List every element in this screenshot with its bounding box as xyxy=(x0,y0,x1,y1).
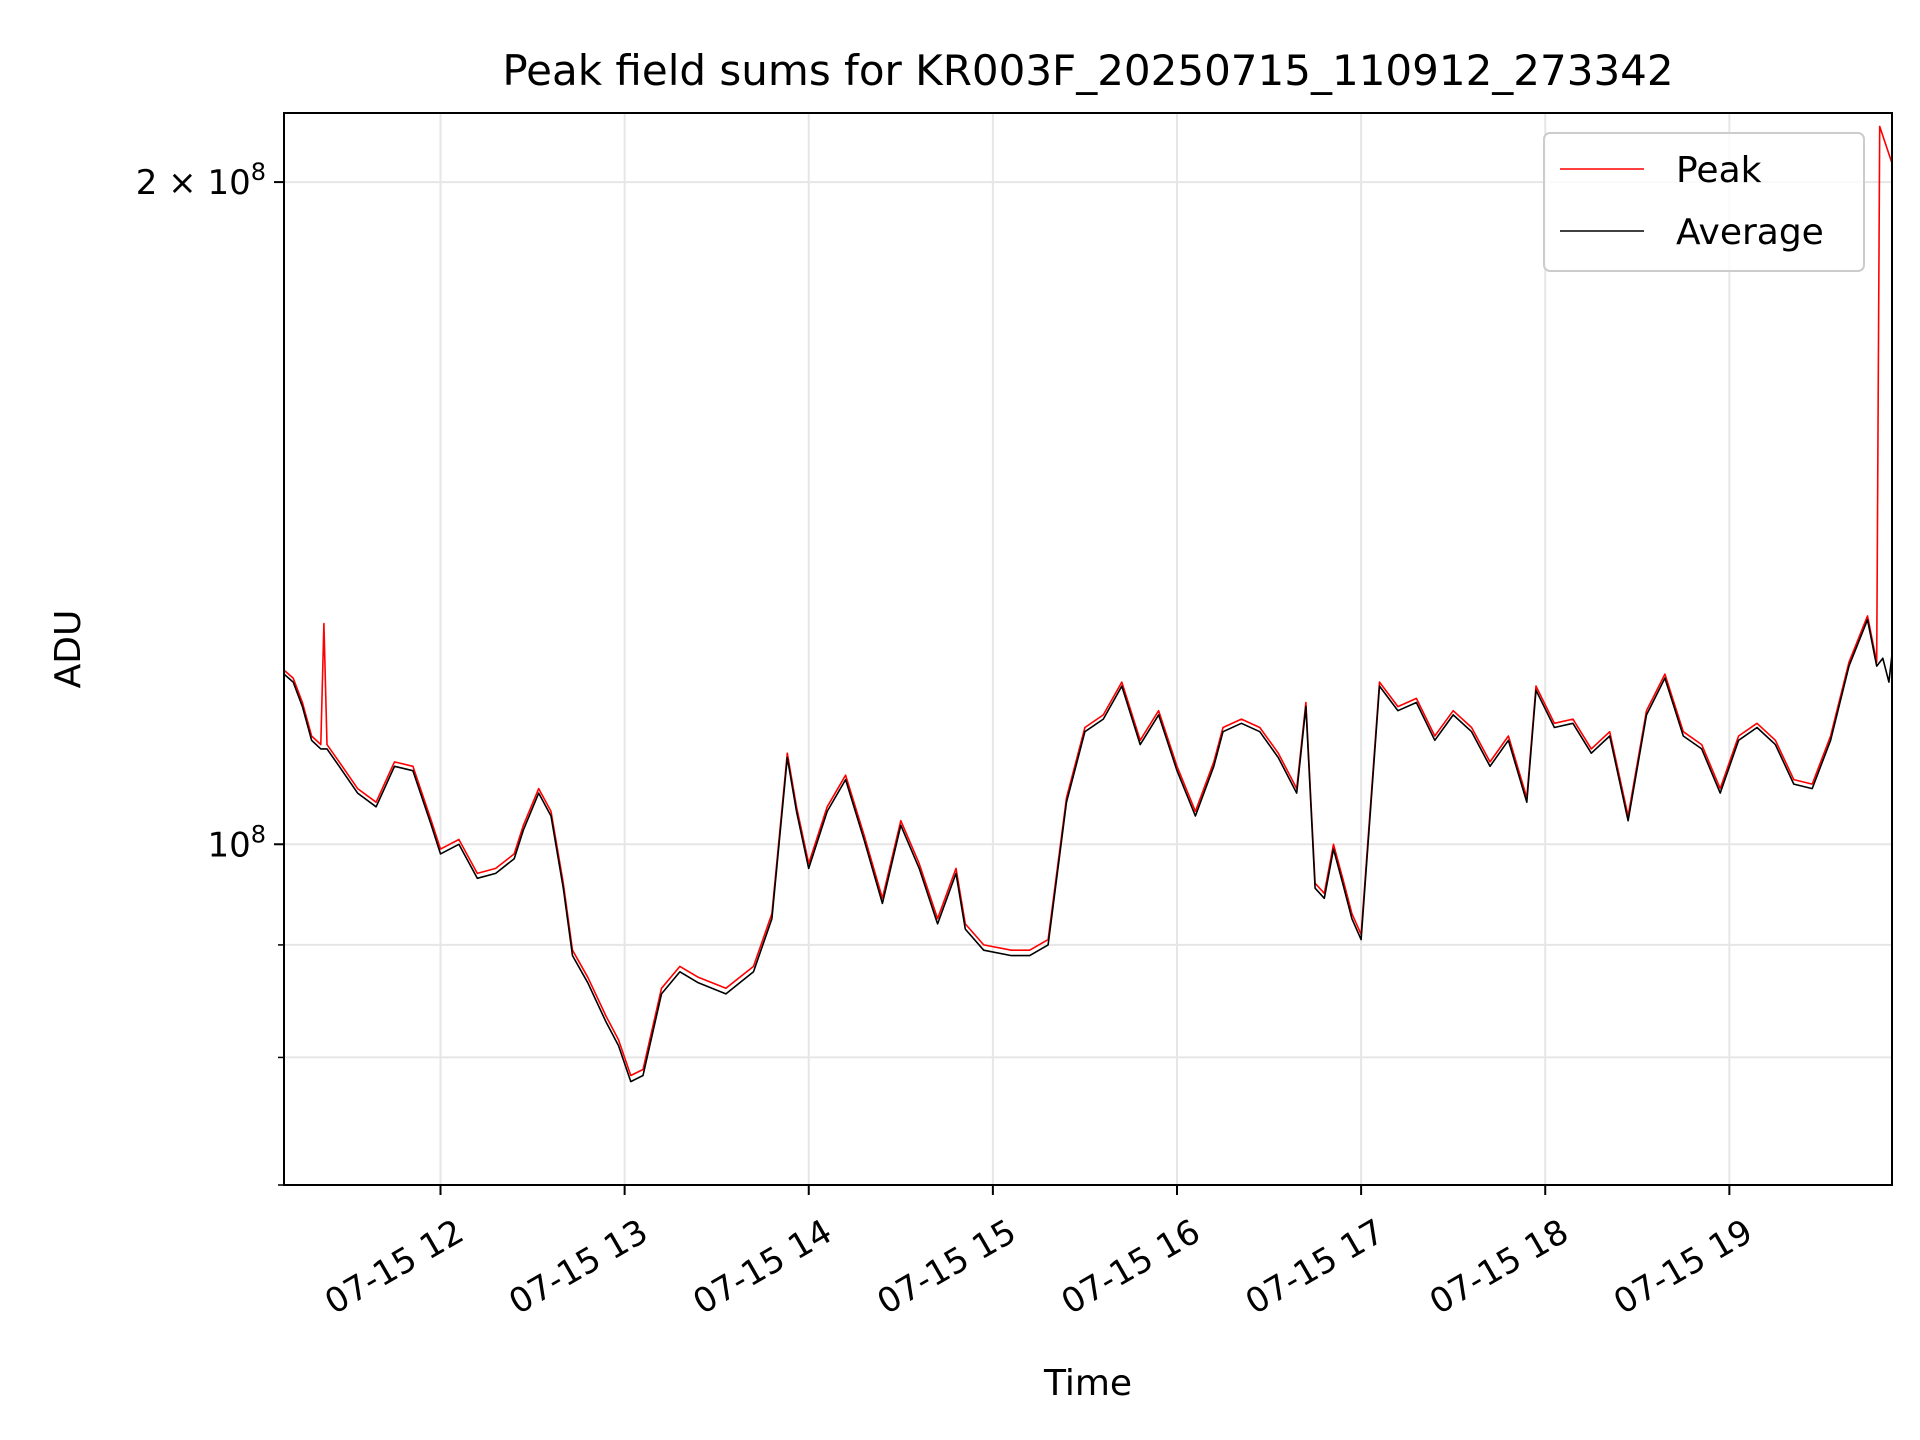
x-axis-label: Time xyxy=(1043,1363,1132,1404)
legend: Peak Average xyxy=(1543,132,1865,272)
chart-title: Peak field sums for KR003F_20250715_1109… xyxy=(502,46,1673,95)
legend-average-label: Average xyxy=(1676,212,1824,253)
legend-peak-label: Peak xyxy=(1676,150,1762,191)
series-line-peak xyxy=(283,125,1893,1077)
y-axis-label: ADU xyxy=(48,610,89,689)
y-tick-label-base: 10 xyxy=(207,825,250,865)
series-lines xyxy=(283,125,1893,1083)
plot-frame xyxy=(283,112,1893,1186)
y-tick-label: 108 xyxy=(207,820,266,865)
grid xyxy=(284,113,1892,1186)
y-tick-label: 2 × 108 xyxy=(136,158,266,203)
y-tick-label-exponent: 8 xyxy=(251,820,266,848)
y-tick-label-exponent: 8 xyxy=(251,158,266,186)
legend-box xyxy=(1543,132,1865,272)
series-line-average xyxy=(283,618,1893,1083)
y-tick-label-base: 2 × 10 xyxy=(136,163,251,203)
